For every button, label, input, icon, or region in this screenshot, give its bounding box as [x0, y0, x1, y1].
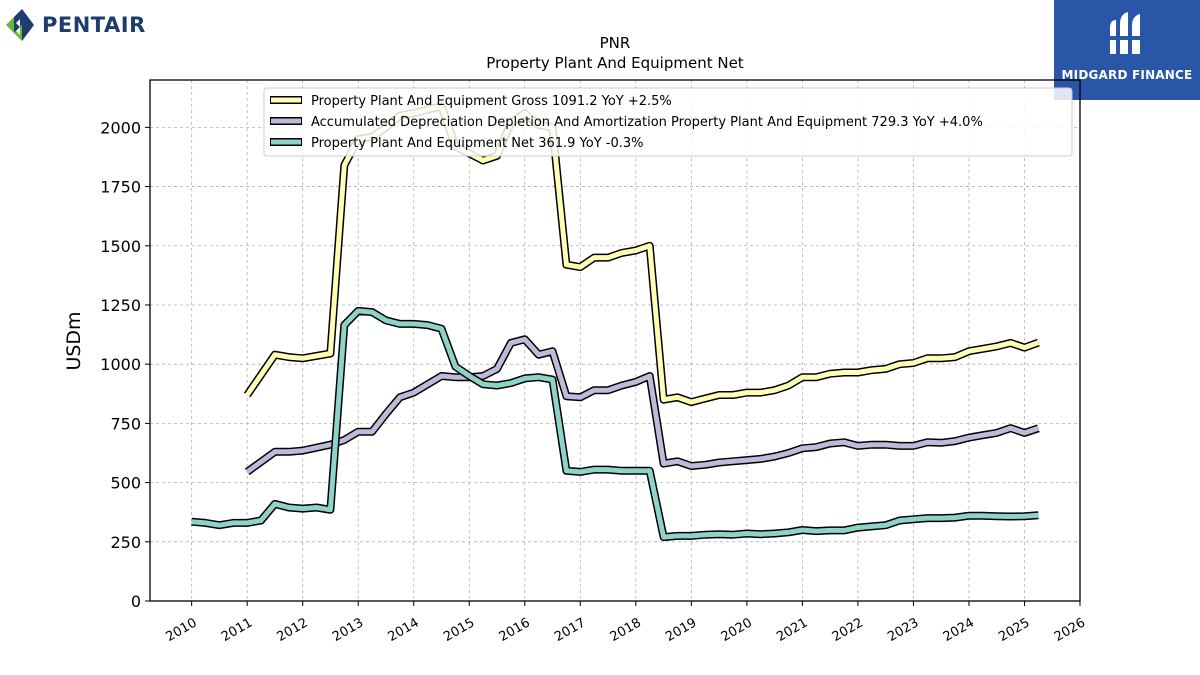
legend-box [263, 87, 1073, 157]
x-tick-label: 2015 [441, 615, 477, 645]
y-tick-label: 1500 [100, 237, 141, 256]
x-tick-label: 2016 [497, 615, 533, 645]
series-line-outline [191, 306, 1039, 542]
x-tick-label: 2025 [996, 615, 1032, 645]
x-tick-label: 2017 [552, 615, 588, 645]
x-tick-label: 2020 [719, 615, 755, 645]
midgard-logo-text: MIDGARD FINANCE [1061, 68, 1193, 82]
midgard-monogram-icon [1108, 12, 1144, 54]
y-ticks: 0 250 500 750 1000 1250 1500 1750 2000 [100, 118, 150, 611]
chart-subtitle: Property Plant And Equipment Net [486, 54, 743, 72]
series-line [245, 336, 1040, 474]
x-tick-label: 2019 [663, 615, 699, 645]
legend-label: Property Plant And Equipment Net 361.9 Y… [311, 136, 644, 151]
x-tick-label: 2013 [330, 615, 366, 645]
y-tick-label: 250 [110, 533, 141, 552]
x-tick-label: 2024 [941, 615, 977, 645]
grid [150, 80, 1081, 602]
y-axis-label: USDm [63, 311, 85, 370]
x-tick-label: 2014 [386, 615, 422, 645]
pentair-logo: PENTAIR [4, 4, 179, 46]
legend: Property Plant And Equipment Gross 1091.… [263, 87, 1073, 157]
x-tick-label: 2023 [885, 615, 921, 645]
x-tick-label: 2018 [608, 615, 644, 645]
x-tick-label: 2010 [163, 615, 199, 645]
series-line [191, 308, 1039, 540]
x-tick-label: 2011 [219, 615, 255, 645]
y-tick-label: 1750 [100, 178, 141, 197]
x-tick-label: 2022 [830, 615, 866, 645]
x-ticks: 2010 2011 2012 2013 2014 2015 2016 2017 2018 2019… [163, 601, 1088, 645]
series-layer [191, 102, 1040, 542]
pentair-diamond-icon [6, 9, 34, 41]
midgard-finance-logo: MIDGARD FINANCE [1054, 0, 1200, 100]
y-tick-label: 2000 [100, 118, 141, 137]
chart-title: PNR [600, 34, 631, 52]
pentair-logo-text: PENTAIR [42, 13, 146, 37]
plot-frame [149, 79, 1081, 602]
x-tick-label: 2026 [1052, 615, 1088, 645]
x-tick-label: 2012 [275, 615, 311, 645]
y-tick-label: 1000 [100, 355, 141, 374]
legend-label: Property Plant And Equipment Gross 1091.… [311, 94, 672, 109]
legend-label: Accumulated Depreciation Depletion And A… [311, 115, 983, 130]
y-tick-label: 1250 [100, 296, 141, 315]
x-tick-label: 2021 [774, 615, 810, 645]
y-tick-label: 750 [110, 414, 141, 433]
y-tick-label: 500 [110, 474, 141, 493]
y-tick-label: 0 [131, 592, 141, 611]
